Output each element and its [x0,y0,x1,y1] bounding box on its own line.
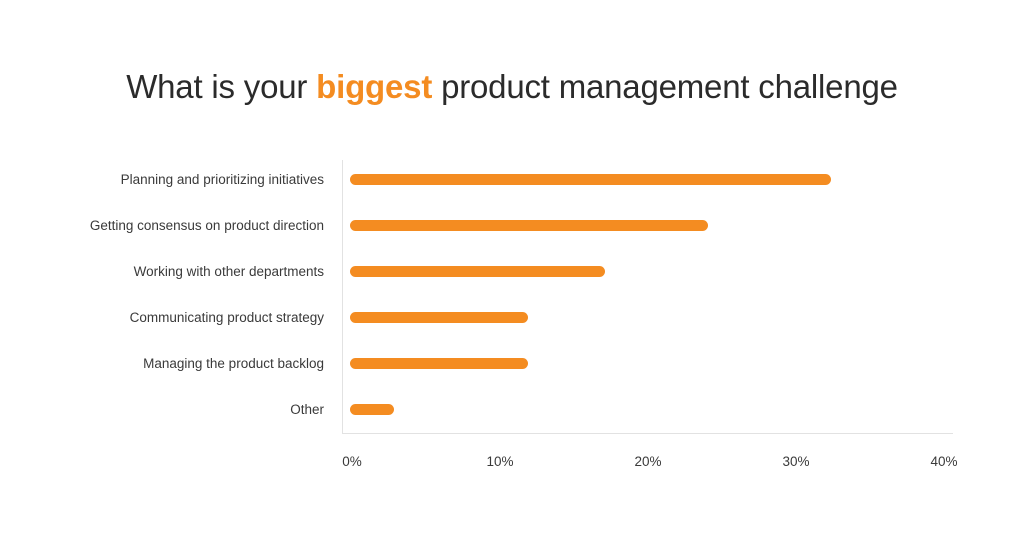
x-tick-label: 40% [930,454,958,469]
bar [350,404,395,415]
x-tick-label: 10% [486,454,514,469]
bar [350,220,709,231]
category-label: Getting consensus on product direction [89,218,324,233]
x-tick-label: 20% [634,454,662,469]
x-tick-label: 30% [782,454,810,469]
plot-area [342,160,953,434]
category-label: Planning and prioritizing initiatives [120,172,324,187]
x-tick-label: 0% [342,454,362,469]
bar [350,174,831,185]
chart-title: What is your biggest product management … [0,68,1024,106]
title-after: product management challenge [432,68,898,105]
category-label: Communicating product strategy [129,310,324,325]
title-before: What is your [126,68,317,105]
category-label: Managing the product backlog [143,356,324,371]
bar [350,312,528,323]
title-highlight: biggest [316,68,433,105]
bar [350,358,528,369]
bar [350,266,605,277]
category-label: Other [290,402,324,417]
category-label: Working with other departments [133,264,324,279]
